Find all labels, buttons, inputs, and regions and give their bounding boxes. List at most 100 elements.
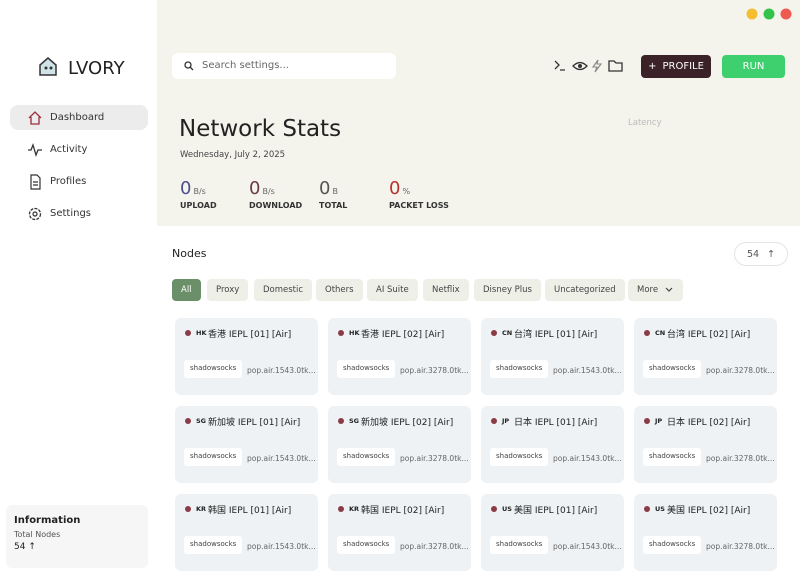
server-address: pop.air.3278.0tk...	[706, 366, 774, 375]
stat: 0 B TOTAL	[319, 178, 347, 210]
node-flag: US	[655, 505, 665, 513]
server-address: pop.air.3278.0tk...	[400, 366, 468, 375]
protocol-tag: shadowsocks	[643, 536, 702, 554]
server-address: pop.air.3278.0tk...	[400, 542, 468, 551]
status-dot	[338, 506, 344, 512]
up-arrow-icon: ↑	[28, 542, 36, 552]
node-name: 美国 IEPL [02] [Air]	[667, 506, 751, 516]
nav-item[interactable]: Dashboard	[10, 105, 148, 130]
protocol-tag: shadowsocks	[337, 536, 396, 554]
stat-label: PACKET LOSS	[389, 201, 449, 210]
stat-value: 0	[319, 178, 331, 199]
stat: 0% PACKET LOSS	[389, 178, 449, 210]
window-controls[interactable]	[740, 6, 796, 22]
node-name: 新加坡 IEPL [01] [Air]	[208, 418, 301, 428]
node-count-pill[interactable]: 54 ↑	[734, 242, 788, 266]
stat-unit: B/s	[262, 187, 275, 196]
filter-tab[interactable]: Others	[316, 279, 363, 301]
node-flag: CN	[655, 329, 666, 337]
filter-tab[interactable]: Netflix	[423, 279, 469, 301]
nav-item[interactable]: Profiles	[10, 169, 148, 194]
profile-button[interactable]: + PROFILE	[641, 55, 711, 78]
protocol-tag: shadowsocks	[490, 448, 549, 466]
filter-tab[interactable]: Uncategorized	[545, 279, 625, 301]
protocol-tag: shadowsocks	[337, 448, 396, 466]
server-address: pop.air.1543.0tk...	[247, 542, 315, 551]
stat-unit: %	[402, 187, 411, 196]
status-dot	[338, 330, 344, 336]
status-dot	[185, 330, 191, 336]
nav-label: Dashboard	[50, 112, 105, 123]
node-card[interactable]: CN 台湾 IEPL [02] [Air] shadowsocks pop.air.3…	[634, 318, 777, 395]
nav-item[interactable]: Activity	[10, 137, 148, 162]
nav-icon	[28, 143, 42, 157]
status-dot	[644, 330, 650, 336]
folder-icon[interactable]	[608, 60, 623, 72]
header-area	[157, 0, 800, 226]
node-card[interactable]: JP 日本 IEPL [01] [Air] shadowsocks pop.air.1…	[481, 406, 624, 483]
nav-label: Profiles	[50, 176, 87, 187]
node-flag: SG	[196, 417, 207, 425]
node-card[interactable]: HK 香港 IEPL [01] [Air] shadowsocks pop.air.1…	[175, 318, 318, 395]
status-dot	[185, 418, 191, 424]
protocol-tag: shadowsocks	[184, 360, 243, 378]
filter-tab[interactable]: AI Suite	[367, 279, 418, 301]
node-name: 香港 IEPL [02] [Air]	[361, 330, 445, 340]
server-address: pop.air.3278.0tk...	[706, 454, 774, 463]
protocol-tag: shadowsocks	[643, 360, 702, 378]
node-flag: CN	[502, 329, 513, 337]
maximize-button[interactable]	[763, 8, 775, 20]
eye-icon[interactable]	[572, 61, 588, 71]
stat-value-row: 0 B/s	[180, 178, 217, 199]
node-card[interactable]: SG 新加坡 IEPL [02] [Air] shadowsocks pop.air.…	[328, 406, 471, 483]
node-name: 新加坡 IEPL [02] [Air]	[361, 418, 454, 428]
sidebar: LVORY Dashboard Activity Profiles Settings …	[0, 0, 157, 577]
more-dropdown[interactable]: More	[628, 279, 684, 301]
page-title: Network Stats	[179, 116, 342, 142]
filter-tab[interactable]: Domestic	[254, 279, 313, 301]
filter-tab[interactable]: All	[172, 279, 201, 301]
nav-item[interactable]: Settings	[10, 201, 148, 226]
server-address: pop.air.1543.0tk...	[553, 366, 621, 375]
nav-label: Activity	[50, 144, 88, 155]
logo-icon	[39, 57, 57, 76]
bolt-icon[interactable]	[591, 59, 603, 73]
minimize-button[interactable]	[746, 8, 758, 20]
node-card[interactable]: JP 日本 IEPL [02] [Air] shadowsocks pop.air.3…	[634, 406, 777, 483]
node-count: 54	[746, 248, 760, 260]
node-card[interactable]: HK 香港 IEPL [02] [Air] shadowsocks pop.air.3…	[328, 318, 471, 395]
node-card[interactable]: KR 韩国 IEPL [02] [Air] shadowsocks pop.air.3…	[328, 494, 471, 571]
more-label: More	[637, 285, 659, 295]
node-card[interactable]: CN 台湾 IEPL [01] [Air] shadowsocks pop.air.1…	[481, 318, 624, 395]
server-address: pop.air.1543.0tk...	[553, 454, 621, 463]
run-button[interactable]: RUN	[722, 55, 785, 78]
node-name: 台湾 IEPL [01] [Air]	[514, 330, 598, 340]
node-card[interactable]: US 美国 IEPL [01] [Air] shadowsocks pop.air.1…	[481, 494, 624, 571]
protocol-tag: shadowsocks	[490, 360, 549, 378]
toolbar-icons[interactable]	[553, 58, 625, 74]
close-button[interactable]	[780, 8, 792, 20]
stat-value: 0	[180, 178, 192, 199]
date: Wednesday, July 2, 2025	[180, 150, 286, 160]
stat-value-row: 0%	[389, 178, 449, 199]
search-box[interactable]: Search settings...	[172, 53, 396, 79]
node-flag: HK	[349, 329, 360, 337]
status-dot	[491, 330, 497, 336]
filter-tab[interactable]: Disney Plus	[474, 279, 541, 301]
node-card[interactable]: US 美国 IEPL [02] [Air] shadowsocks pop.air.3…	[634, 494, 777, 571]
node-card[interactable]: SG 新加坡 IEPL [01] [Air] shadowsocks pop.air.…	[175, 406, 318, 483]
filter-tab[interactable]: Proxy	[207, 279, 249, 301]
stat-label: TOTAL	[319, 201, 348, 210]
node-card[interactable]: KR 韩国 IEPL [01] [Air] shadowsocks pop.air.1…	[175, 494, 318, 571]
sort-icon: ↑	[767, 248, 776, 260]
terminal-icon[interactable]	[554, 60, 565, 71]
protocol-tag: shadowsocks	[184, 448, 243, 466]
info-panel: Information Total Nodes 54 ↑	[6, 505, 148, 568]
stat-label: UPLOAD	[180, 201, 217, 210]
server-address: pop.air.3278.0tk...	[706, 542, 774, 551]
server-address: pop.air.3278.0tk...	[400, 454, 468, 463]
stat-value: 0	[389, 178, 401, 199]
stat-value: 0	[249, 178, 261, 199]
